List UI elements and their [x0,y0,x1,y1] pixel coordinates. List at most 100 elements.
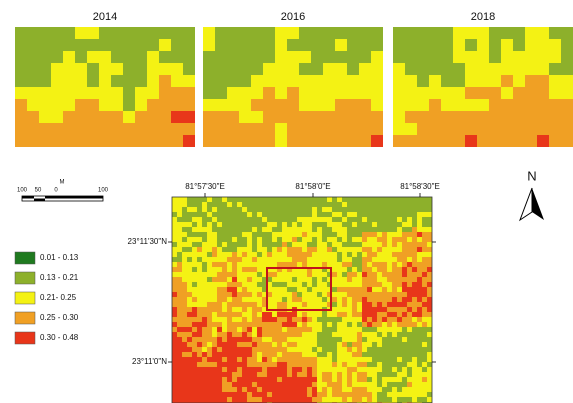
raster-cell [422,362,427,367]
raster-cell [317,352,322,357]
raster-cell [292,327,297,332]
raster-cell [402,207,407,212]
raster-cell [63,87,75,99]
raster-cell [287,397,292,402]
raster-cell [561,99,573,111]
raster-cell [272,302,277,307]
raster-cell [382,312,387,317]
raster-cell [217,217,222,222]
raster-cell [172,312,177,317]
raster-cell [342,257,347,262]
raster-cell [513,39,525,51]
raster-cell [312,312,317,317]
raster-cell [227,337,232,342]
raster-cell [27,63,39,75]
raster-cell [372,267,377,272]
raster-cell [297,337,302,342]
raster-cell [357,207,362,212]
scale-label: 100 [17,188,28,194]
raster-cell [277,347,282,352]
raster-cell [251,75,263,87]
raster-cell [252,237,257,242]
raster-cell [561,123,573,135]
raster-cell [397,247,402,252]
raster-cell [327,322,332,327]
raster-cell [402,382,407,387]
raster-cell [262,262,267,267]
raster-cell [212,267,217,272]
raster-cell [307,282,312,287]
raster-cell [417,297,422,302]
raster-cell [27,123,39,135]
raster-cell [277,352,282,357]
raster-cell [252,242,257,247]
raster-cell [332,202,337,207]
raster-cell [347,382,352,387]
raster-cell [382,252,387,257]
raster-cell [377,272,382,277]
raster-cell [501,63,513,75]
raster-cell [372,392,377,397]
raster-cell [347,367,352,372]
raster-cell [362,217,367,222]
raster-cell [302,282,307,287]
raster-cell [549,27,561,39]
raster-cell [322,242,327,247]
raster-cell [202,367,207,372]
raster-cell [501,75,513,87]
raster-cell [187,242,192,247]
raster-cell [182,327,187,332]
raster-cell [262,302,267,307]
raster-cell [172,207,177,212]
raster-cell [342,307,347,312]
raster-cell [357,332,362,337]
raster-cell [272,242,277,247]
raster-cell [123,75,135,87]
raster-cell [407,297,412,302]
raster-cell [227,232,232,237]
raster-cell [397,357,402,362]
raster-cell [427,327,432,332]
raster-cell [297,212,302,217]
raster-cell [237,322,242,327]
raster-cell [347,242,352,247]
raster-cell [227,372,232,377]
raster-cell [357,212,362,217]
raster-cell [227,332,232,337]
raster-cell [182,392,187,397]
raster-cell [317,242,322,247]
raster-cell [392,342,397,347]
raster-cell [177,342,182,347]
raster-cell [297,397,302,402]
raster-cell [251,99,263,111]
raster-cell [387,312,392,317]
raster-cell [465,111,477,123]
raster-cell [367,367,372,372]
raster-cell [262,267,267,272]
raster-cell [561,87,573,99]
raster-cell [207,297,212,302]
raster-cell [275,51,287,63]
raster-cell [302,332,307,337]
raster-cell [347,87,359,99]
raster-cell [337,322,342,327]
raster-cell [147,99,159,111]
raster-cell [217,322,222,327]
raster-cell [247,357,252,362]
raster-cell [427,257,432,262]
raster-cell [282,227,287,232]
raster-cell [252,197,257,202]
raster-cell [513,75,525,87]
raster-cell [177,262,182,267]
raster-cell [202,252,207,257]
raster-cell [387,377,392,382]
raster-cell [237,317,242,322]
raster-cell [513,51,525,63]
raster-cell [222,362,227,367]
raster-cell [372,287,377,292]
raster-cell [427,332,432,337]
raster-cell [282,282,287,287]
raster-cell [242,207,247,212]
raster-cell [402,327,407,332]
raster-cell [367,252,372,257]
